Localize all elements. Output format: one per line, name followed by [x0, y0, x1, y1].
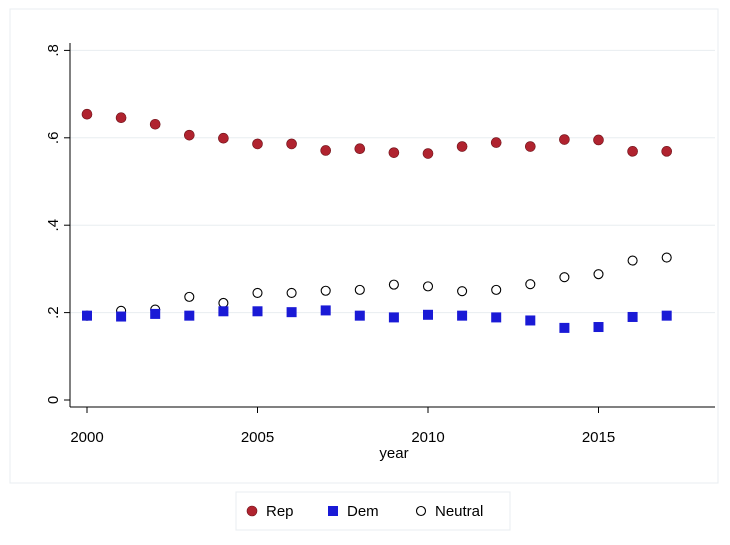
x-tick-label: 2000 — [70, 429, 103, 446]
legend-label-neutral: Neutral — [435, 503, 483, 520]
dem-point — [491, 312, 502, 323]
dem-point — [150, 308, 161, 319]
neutral-point — [388, 279, 399, 290]
dem-point — [457, 310, 468, 321]
series-dem — [82, 305, 672, 333]
x-tick-label: 2005 — [241, 429, 274, 446]
dem-point — [627, 311, 638, 322]
neutral-point — [593, 269, 604, 280]
neutral-point — [286, 287, 297, 298]
legend-label-dem: Dem — [347, 503, 379, 520]
dem-point — [252, 306, 263, 317]
y-tick-label: 0 — [45, 396, 62, 404]
rep-point — [593, 134, 604, 146]
rep-point — [524, 141, 536, 152]
rep-point — [81, 108, 93, 120]
neutral-point — [457, 286, 468, 297]
neutral-point — [559, 272, 570, 283]
dem-point — [82, 310, 92, 321]
dem-point — [559, 322, 570, 333]
y-tick-label: .2 — [45, 306, 62, 319]
y-tick-label: .6 — [45, 132, 62, 145]
legend-box — [235, 491, 511, 531]
plot-region-frame — [9, 8, 719, 484]
dem-point — [661, 310, 672, 321]
rep-point — [490, 137, 502, 148]
dem-point — [116, 311, 127, 322]
rep-point — [218, 132, 229, 144]
rep-point — [354, 143, 366, 155]
rep-point — [627, 146, 638, 157]
x-tick-label: 2015 — [582, 429, 615, 446]
series-rep — [81, 108, 673, 159]
rep-point — [559, 134, 570, 145]
neutral-point — [422, 281, 434, 292]
dem-point — [184, 310, 195, 321]
dem-point — [320, 305, 331, 316]
neutral-point — [184, 291, 195, 302]
dem-point — [286, 307, 297, 318]
neutral-point — [525, 279, 536, 290]
dem-point — [423, 309, 433, 320]
neutral-point — [661, 252, 672, 263]
neutral-point — [320, 285, 331, 296]
legend-rep-marker — [246, 505, 258, 517]
rep-point — [149, 118, 161, 130]
rep-point — [422, 148, 434, 159]
legend: Rep Dem Neutral — [246, 503, 483, 520]
rep-point — [388, 147, 400, 158]
rep-point — [252, 138, 263, 150]
rep-point — [115, 112, 127, 123]
legend-neutral-marker — [415, 505, 427, 517]
neutral-point — [252, 287, 263, 298]
x-axis-label: year — [379, 445, 408, 462]
axis-ticks: 0 .2 .4 .6 .8 2000 2005 2010 2015 — [45, 44, 615, 446]
dem-point — [218, 306, 229, 317]
legend-dem-marker — [328, 506, 338, 516]
y-tick-label: .8 — [45, 44, 62, 57]
dem-point — [525, 315, 536, 326]
dem-point — [354, 310, 365, 321]
rep-point — [661, 146, 673, 157]
neutral-point — [627, 255, 638, 266]
rep-point — [184, 129, 195, 141]
dem-point — [388, 312, 399, 323]
dem-point — [593, 322, 604, 333]
neutral-point — [354, 284, 365, 295]
legend-label-rep: Rep — [266, 503, 294, 520]
rep-point — [286, 138, 297, 150]
rep-point — [456, 141, 468, 152]
x-tick-label: 2010 — [411, 429, 444, 446]
data-points — [81, 108, 673, 333]
y-tick-label: .4 — [45, 219, 62, 232]
neutral-point — [491, 284, 502, 295]
rep-point — [320, 145, 332, 156]
